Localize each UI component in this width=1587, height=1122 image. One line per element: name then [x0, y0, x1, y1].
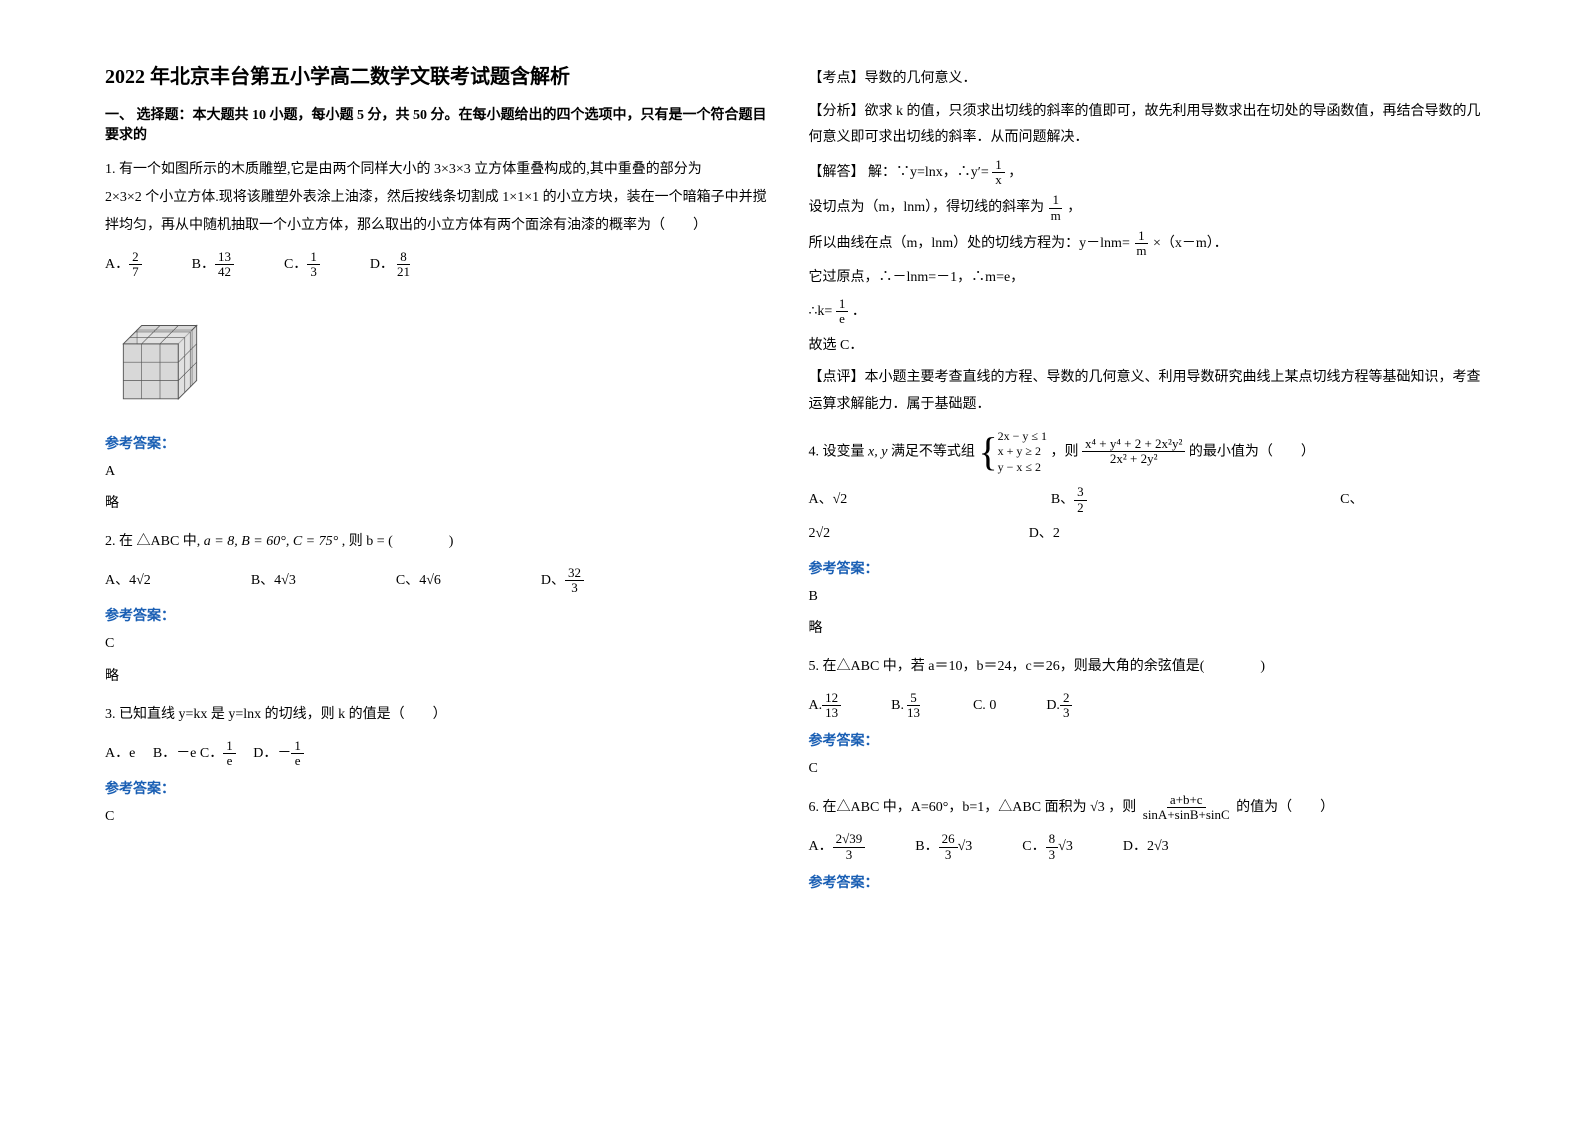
opt-c: C．83√3: [1022, 832, 1073, 862]
opt-b: B.513: [891, 691, 923, 721]
q1-c2: 2×3×2: [105, 190, 142, 205]
q2-options: A、4√2 B、4√3 C、4√6 D、323: [105, 566, 779, 596]
solve-1: 【解答】 解：∵y=lnx，∴y′= 1x ，: [809, 158, 1483, 188]
opt-a: A、√2: [809, 492, 848, 507]
opt-d: 1e: [291, 739, 304, 769]
opt-d: D．2√3: [1123, 835, 1169, 855]
point: 【考点】导数的几何意义．: [809, 66, 1483, 93]
opt-d: D、323: [541, 566, 584, 596]
q6-options: A．2√393 B．263√3 C．83√3 D．2√3: [809, 832, 1483, 862]
q4-options: A、√2 B、32 C、 2√2 D、2: [809, 485, 1483, 547]
q2-t1: 2. 在 △ABC 中,: [105, 534, 200, 549]
q1-options: A．27 B．1342 C．13 D．821: [105, 250, 779, 280]
opt-c: C、4√6: [396, 569, 441, 589]
opt-b: B．263√3: [915, 832, 972, 862]
opt-b: －e: [176, 746, 196, 761]
opt-b: B、32: [1051, 492, 1087, 507]
solve-4: 它过原点，∴－lnm=－1，∴m=e，: [809, 265, 1483, 292]
cube-figure: [105, 298, 215, 408]
q1-brief: 略: [105, 491, 779, 518]
solve-2: 设切点为（m，lnm），得切线的斜率为 1m ，: [809, 193, 1483, 223]
opt-a: A、4√2: [105, 569, 151, 589]
analyze: 【分析】欲求 k 的值，只须求出切线的斜率的值即可，故先利用导数求出在切处的导函…: [809, 99, 1483, 152]
sys-1: 2x − y ≤ 1: [998, 429, 1047, 445]
solve-3: 所以曲线在点（m，lnm）处的切线方程为：y－lnm= 1m ×（x－m）．: [809, 229, 1483, 259]
question-3: 3. 已知直线 y=kx 是 y=lnx 的切线，则 k 的值是（ ）: [105, 701, 779, 729]
opt-a: e: [129, 746, 135, 761]
answer-label: 参考答案：: [809, 872, 1483, 892]
opt-d: D.23: [1046, 691, 1072, 721]
q5-answer: C: [809, 756, 1483, 783]
answer-label: 参考答案：: [809, 730, 1483, 750]
opt-c: C. 0: [973, 698, 996, 714]
opt-a: A．27: [105, 250, 142, 280]
q1-t1: 1. 有一个如图所示的木质雕塑,它是由两个同样大小的: [105, 162, 431, 177]
q2-cond: a = 8, B = 60°, C = 75°: [204, 534, 338, 549]
q1-answer: A: [105, 459, 779, 486]
q1-t2: 立方体重叠构成的,其中重叠的部分为: [474, 162, 702, 177]
answer-label: 参考答案：: [105, 778, 779, 798]
q2-answer: C: [105, 631, 779, 658]
q4-answer: B: [809, 584, 1483, 611]
opt-b: B．1342: [192, 250, 234, 280]
q4-brief: 略: [809, 616, 1483, 643]
opt-b: B、4√3: [251, 569, 296, 589]
solve-5: ∴k= 1e ．: [809, 297, 1483, 327]
q3-answer: C: [105, 804, 779, 831]
question-2: 2. 在 △ABC 中, a = 8, B = 60°, C = 75° , 则…: [105, 528, 779, 556]
q1-c1: 3×3×3: [434, 162, 471, 177]
section-heading: 一、 选择题：本大题共 10 小题，每小题 5 分，共 50 分。在每小题给出的…: [105, 104, 779, 144]
question-6: 6. 在△ABC 中，A=60°，b=1，△ABC 面积为 √3 ，则 a+b+…: [809, 793, 1483, 823]
q2-t2: , 则 b = ( ): [342, 534, 454, 549]
answer-label: 参考答案：: [809, 558, 1483, 578]
q2-brief: 略: [105, 664, 779, 691]
opt-d-sign: －: [277, 746, 291, 761]
page-title: 2022 年北京丰台第五小学高二数学文联考试题含解析: [105, 60, 779, 89]
opt-c: C．13: [284, 250, 320, 280]
q3-options: A．e B．－e C．1e D．－1e: [105, 739, 779, 769]
opt-a: A.1213: [809, 691, 842, 721]
question-5: 5. 在△ABC 中，若 a＝10，b＝24，c＝26，则最大角的余弦值是( ): [809, 653, 1483, 681]
answer-label: 参考答案：: [105, 605, 779, 625]
solve-6: 故选 C．: [809, 333, 1483, 360]
opt-c: 1e: [223, 739, 236, 769]
opt-d: D、2: [1029, 526, 1060, 541]
comment: 【点评】本小题主要考查直线的方程、导数的几何意义、利用导数研究曲线上某点切线方程…: [809, 365, 1483, 418]
opt-a: A．2√393: [809, 832, 866, 862]
q5-options: A.1213 B.513 C. 0 D.23: [809, 691, 1483, 721]
question-4: 4. 设变量 x, y 满足不等式组 { 2x − y ≤ 1 x + y ≥ …: [809, 429, 1483, 476]
answer-label: 参考答案：: [105, 433, 779, 453]
sys-2: x + y ≥ 2: [998, 444, 1047, 460]
sys-3: y − x ≤ 2: [998, 460, 1047, 476]
q1-t3: 个小立方体.现将该雕塑外表涂上油漆，然后按线条切割成: [145, 190, 499, 205]
question-1: 1. 有一个如图所示的木质雕塑,它是由两个同样大小的 3×3×3 立方体重叠构成…: [105, 156, 779, 240]
q1-c3: 1×1×1: [502, 190, 539, 205]
opt-c-label: C、: [1340, 492, 1363, 507]
opt-c: 2√2: [809, 526, 831, 541]
opt-d: D．821: [370, 250, 413, 280]
